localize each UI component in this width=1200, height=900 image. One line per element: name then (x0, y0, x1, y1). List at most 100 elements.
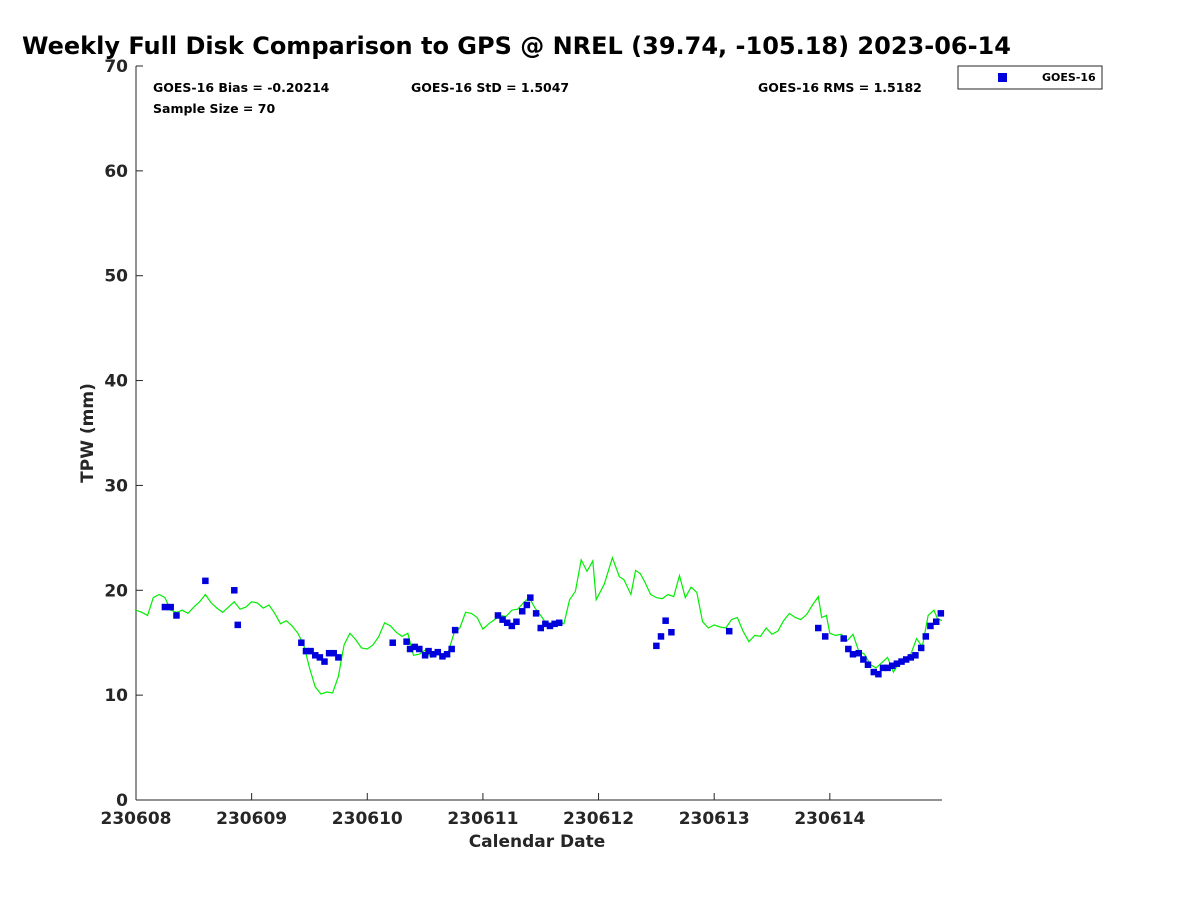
x-axis-ticks: 230608 230609 230610 230611 230612 230613 2306… (101, 793, 865, 829)
gps-line (135, 555, 943, 695)
goes-16-point (864, 661, 872, 668)
y-tick-label: 30 (104, 476, 128, 496)
goes-16-point (302, 647, 310, 655)
goes-16-point (889, 662, 896, 670)
goes-16-point (662, 617, 669, 624)
goes-16-point (917, 644, 925, 652)
goes-16-point (815, 624, 822, 632)
goes-16-point (335, 654, 342, 661)
y-tick-label: 50 (104, 267, 128, 287)
goes-16-point (840, 635, 847, 642)
y-tick-label: 0 (116, 791, 128, 811)
goes-16-point (434, 648, 442, 656)
goes-16-point (508, 622, 516, 630)
goes-16-point (307, 647, 314, 655)
goes-16-point (316, 654, 324, 661)
x-tick-label: 230614 (794, 809, 865, 829)
goes-16-point (416, 645, 423, 653)
goes-16-point (551, 620, 558, 628)
goes-16-point (898, 658, 905, 665)
goes-16-point (448, 645, 455, 653)
x-tick-label: 230608 (101, 809, 172, 829)
stats-panel: GOES-16 Bias = -0.20214 GOES-16 StD = 1.… (153, 80, 922, 116)
goes-16-point (860, 656, 867, 663)
y-tick-label: 20 (104, 581, 128, 601)
goes-16-point (893, 660, 901, 667)
legend-label-goes-16: GOES-16 (1042, 71, 1096, 84)
gps-series (135, 555, 943, 695)
goes-16-point (330, 649, 337, 657)
goes-16-point (657, 633, 665, 640)
goes-16-point (403, 638, 410, 645)
goes-16-point (499, 616, 506, 623)
x-tick-label: 230613 (679, 809, 750, 829)
x-tick-label: 230611 (447, 809, 518, 829)
goes-16-point (532, 610, 540, 617)
goes-16-point (922, 633, 930, 640)
stat-std: GOES-16 StD = 1.5047 (411, 80, 569, 95)
goes-16-point (311, 652, 319, 659)
goes-16-point (870, 668, 878, 676)
goes-16-point (912, 652, 919, 659)
goes-16-point (494, 612, 502, 619)
goes-16-point (902, 656, 910, 663)
y-tick-label: 40 (104, 372, 128, 392)
goes-16-point (443, 650, 451, 658)
goes-16-point (451, 626, 459, 634)
goes-16-point (421, 652, 429, 659)
stat-rms: GOES-16 RMS = 1.5182 (758, 80, 922, 95)
legend-marker-goes-16 (998, 73, 1007, 82)
goes-16-point (439, 653, 446, 660)
goes-16-point (298, 639, 305, 646)
y-tick-label: 10 (104, 686, 128, 706)
x-tick-label: 230610 (332, 809, 403, 829)
chart-title: Weekly Full Disk Comparison to GPS @ NRE… (22, 32, 1011, 60)
goes-16-point (167, 603, 174, 611)
goes-16-point (411, 643, 418, 651)
goes-16-point (523, 601, 531, 609)
goes-series (161, 577, 945, 678)
goes-16-point (542, 620, 549, 628)
goes-16-point (875, 670, 882, 678)
goes-16-point (849, 650, 857, 658)
stat-sample-size: Sample Size = 70 (153, 101, 275, 116)
goes-16-point (406, 645, 414, 653)
goes-16-point (231, 587, 238, 594)
goes-16-point (725, 627, 733, 635)
goes-16-point (907, 654, 915, 661)
goes-16-point (937, 610, 945, 617)
x-tick-label: 230612 (563, 809, 634, 829)
goes-16-point (325, 649, 333, 657)
legend: GOES-16 (957, 65, 1103, 90)
plot-frame (135, 66, 942, 801)
y-tick-label: 70 (104, 57, 128, 77)
goes-16-point (555, 619, 563, 627)
goes-16-point (429, 650, 437, 658)
goes-16-point (161, 603, 169, 611)
goes-16-point (821, 633, 829, 640)
goes-16-point (503, 619, 511, 627)
y-tick-label: 60 (104, 162, 128, 182)
legend-box (957, 65, 1103, 90)
goes-16-point (321, 658, 328, 665)
goes-16-point (425, 647, 432, 655)
goes-16-point (518, 608, 526, 615)
stat-bias: GOES-16 Bias = -0.20214 (153, 80, 330, 95)
goes-16-point (884, 664, 891, 672)
goes-16-point (527, 594, 534, 601)
goes-16-point (879, 664, 887, 672)
x-axis-label: Calendar Date (469, 832, 606, 852)
goes-16-point (537, 624, 544, 632)
goes-16-point (653, 642, 660, 650)
goes-16-point (202, 577, 209, 585)
goes-16-point (668, 628, 675, 636)
goes-16-point (513, 618, 520, 625)
y-axis-ticks: 0 10 20 30 40 50 60 70 (104, 57, 143, 811)
goes-16-point (546, 622, 554, 630)
goes-16-point (173, 612, 180, 619)
goes-16-point (845, 645, 852, 653)
goes-16-point (855, 649, 862, 657)
goes-16-point (927, 622, 934, 630)
y-axis-label: TPW (mm) (78, 383, 98, 483)
